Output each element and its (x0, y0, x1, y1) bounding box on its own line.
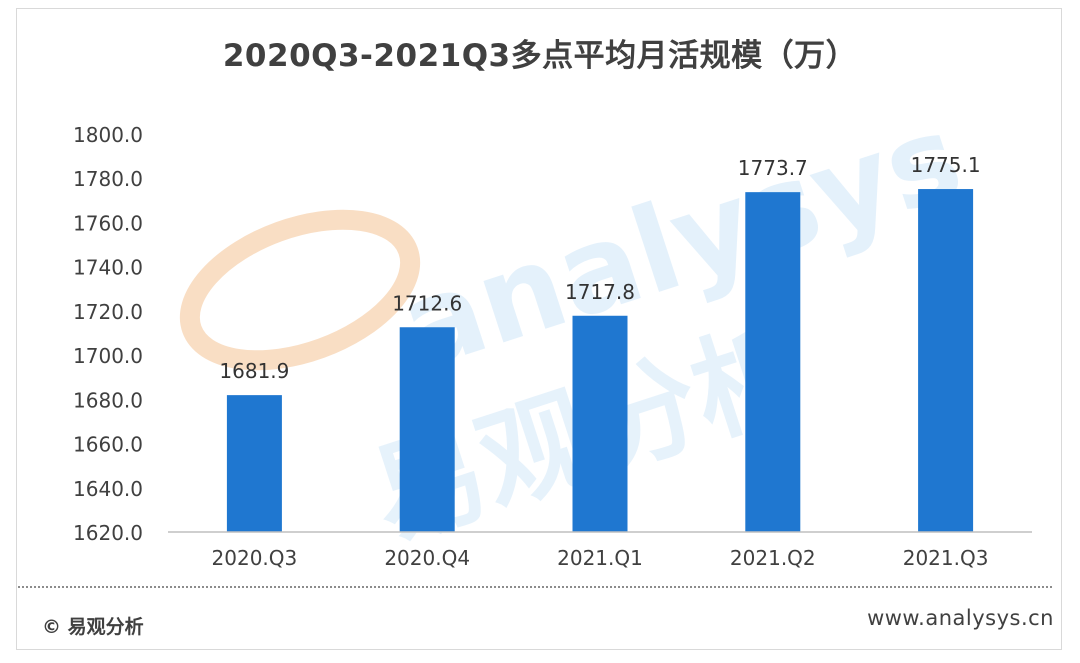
bar (226, 395, 282, 532)
y-tick-label: 1620.0 (73, 521, 143, 545)
bar-data-label: 1712.6 (392, 291, 462, 315)
y-tick-label: 1680.0 (73, 388, 143, 412)
chart-title: 2020Q3-2021Q3多点平均月活规模（万） (222, 38, 858, 74)
y-axis: 1620.0 1640.0 1660.0 1680.0 1700.0 1720.0 1740… (73, 123, 143, 545)
x-axis: 2020.Q3 2020.Q4 2021.Q1 2021.Q2 2021.Q3 (212, 546, 989, 570)
x-tick-label: 2020.Q4 (384, 546, 470, 570)
bar-series: 1681.9 1712.6 1717.8 1773.7 1775.1 (219, 153, 981, 532)
bar (399, 327, 455, 532)
bar (745, 192, 801, 532)
y-tick-label: 1720.0 (73, 300, 143, 324)
website-link[interactable]: www.analysys.cn (867, 606, 1054, 630)
footer-divider (18, 586, 1052, 588)
y-tick-label: 1700.0 (73, 344, 143, 368)
y-tick-label: 1740.0 (73, 256, 143, 280)
source-label: © 易观分析 (42, 616, 144, 638)
y-tick-label: 1660.0 (73, 433, 143, 457)
bar-data-label: 1717.8 (565, 280, 635, 304)
y-tick-label: 1780.0 (73, 167, 143, 191)
bar-data-label: 1773.7 (738, 156, 808, 180)
x-tick-label: 2021.Q2 (730, 546, 816, 570)
bar (572, 315, 628, 532)
x-tick-label: 2021.Q1 (557, 546, 643, 570)
bar-data-label: 1775.1 (911, 153, 981, 177)
x-tick-label: 2021.Q3 (903, 546, 989, 570)
x-tick-label: 2020.Q3 (212, 546, 298, 570)
bar-data-label: 1681.9 (219, 359, 289, 383)
y-tick-label: 1640.0 (73, 477, 143, 501)
bar (918, 189, 974, 532)
y-tick-label: 1800.0 (73, 123, 143, 147)
y-tick-label: 1760.0 (73, 211, 143, 235)
